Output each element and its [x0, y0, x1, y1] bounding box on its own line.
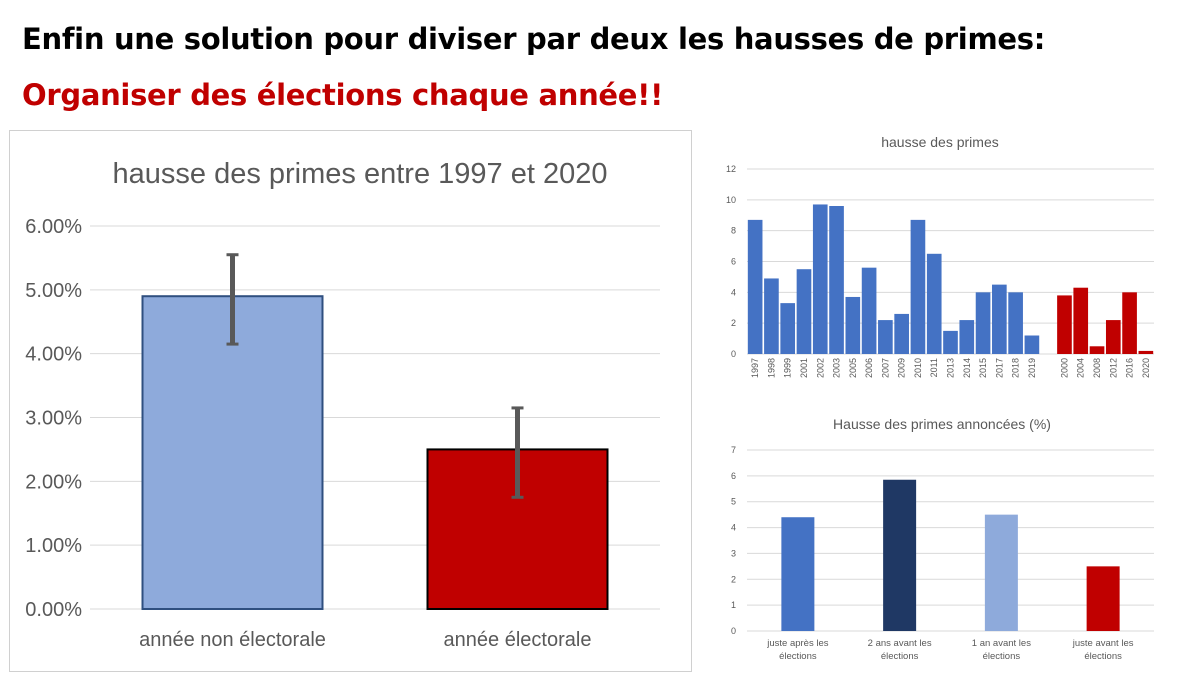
bar	[781, 517, 815, 631]
x-tick-label: 2012	[1108, 358, 1118, 378]
y-tick-label: 12	[726, 164, 736, 174]
y-tick-label: 3.00%	[25, 408, 82, 430]
bar	[780, 303, 796, 354]
yearly-chart-svg: hausse des primes 0 2 4 6 8 10 12 1997 1998 1999 20…	[726, 134, 1154, 378]
y-tick-label: 8	[731, 226, 736, 236]
bar	[1086, 566, 1120, 631]
x-tick-label: 2015	[978, 358, 988, 378]
x-tick-label: 2014	[962, 358, 972, 378]
x-tick-label: 2017	[994, 358, 1004, 378]
x-tick-label: juste avant les	[1072, 638, 1134, 649]
y-tick-label: 1	[731, 600, 736, 610]
bar	[861, 267, 877, 354]
x-tick-label: 2011	[929, 358, 939, 377]
x-tick-label: 1 an avant les	[972, 638, 1031, 649]
announced-chart-svg: Hausse des primes annoncées (%) 0 1 2 3 4 5 6 7 j…	[731, 416, 1154, 662]
bar	[910, 219, 926, 354]
bar	[992, 284, 1007, 354]
bar	[829, 206, 844, 354]
bar	[883, 479, 917, 631]
x-tick-label: 2016	[1125, 358, 1135, 378]
x-tick-label: 2 ans avant les	[868, 638, 932, 649]
y-tick-label: 4.00%	[25, 344, 82, 366]
bar	[796, 269, 812, 354]
y-tick-label: 0.00%	[25, 599, 82, 621]
bar	[1008, 292, 1023, 354]
x-tick-label: 2007	[880, 358, 890, 378]
y-tick-label: 5.00%	[25, 280, 82, 302]
main-chart-svg: hausse des primes entre 1997 et 2020 0.00…	[25, 158, 660, 651]
chart-title: hausse des primes entre 1997 et 2020	[113, 158, 608, 190]
x-tick-label: 1997	[750, 358, 760, 378]
chart-title: Hausse des primes annoncées (%)	[833, 416, 1051, 432]
bar	[764, 278, 779, 354]
y-tick-label: 3	[731, 548, 736, 558]
yearly-chart: hausse des primes 0 2 4 6 8 10 12 1997 1998 1999 20…	[726, 128, 1162, 390]
bar	[1073, 287, 1089, 354]
y-tick-label: 1.00%	[25, 535, 82, 557]
main-chart: hausse des primes entre 1997 et 2020 0.00…	[9, 130, 692, 672]
x-tick-label: 2001	[799, 358, 809, 378]
bar	[845, 296, 861, 354]
x-tick-label: 2018	[1011, 358, 1021, 378]
y-tick-label: 0	[731, 349, 736, 359]
bar	[1122, 292, 1137, 354]
bar	[812, 204, 828, 354]
x-tick-label: 2000	[1059, 358, 1069, 378]
headline-line2: Organiser des élections chaque année!!	[22, 78, 664, 112]
bar	[984, 514, 1018, 631]
y-tick-label: 6.00%	[25, 216, 82, 238]
y-tick-label: 6	[731, 257, 736, 267]
bar	[141, 295, 324, 610]
bar	[959, 320, 975, 354]
bar	[894, 313, 909, 354]
bar	[1138, 350, 1154, 354]
x-tick-label: 2005	[848, 358, 858, 378]
bar	[1089, 346, 1105, 354]
x-tick-label: 2002	[815, 358, 825, 378]
x-tick-label: 2019	[1027, 358, 1037, 378]
y-tick-label: 4	[731, 523, 736, 533]
x-tick-label: 1998	[766, 358, 776, 378]
x-tick-label: année non électorale	[139, 629, 326, 651]
y-tick-label: 10	[726, 195, 736, 205]
bar	[943, 330, 958, 354]
y-tick-label: 0	[731, 626, 736, 636]
y-tick-label: 6	[731, 471, 736, 481]
bar	[747, 219, 763, 354]
y-tick-label: 2.00%	[25, 471, 82, 493]
x-tick-label: 2006	[864, 358, 874, 378]
x-tick-label: élections	[881, 651, 919, 662]
bar	[1057, 295, 1072, 354]
y-tick-label: 4	[731, 287, 736, 297]
x-tick-label: 1999	[783, 358, 793, 378]
announced-chart: Hausse des primes annoncées (%) 0 1 2 3 4 5 6 7 j…	[731, 410, 1162, 672]
x-tick-label: année électorale	[444, 629, 592, 651]
x-tick-label: 2003	[832, 358, 842, 378]
y-tick-label: 7	[731, 445, 736, 455]
y-tick-label: 5	[731, 497, 736, 507]
headline-line1: Enfin une solution pour diviser par deux…	[22, 22, 1045, 56]
y-tick-label: 2	[731, 318, 736, 328]
x-tick-label: élections	[779, 651, 817, 662]
x-tick-label: 2013	[946, 358, 956, 378]
x-tick-label: 2009	[897, 358, 907, 378]
bar	[975, 292, 991, 354]
bar	[1105, 320, 1121, 354]
bar	[878, 320, 893, 354]
x-tick-label: 2008	[1092, 358, 1102, 378]
x-tick-label: juste après les	[766, 638, 829, 649]
y-tick-label: 2	[731, 574, 736, 584]
x-tick-label: 2004	[1076, 358, 1086, 378]
bar	[1024, 335, 1040, 354]
x-tick-label: élections	[983, 651, 1021, 662]
x-tick-label: élections	[1084, 651, 1122, 662]
bar	[926, 253, 942, 354]
x-tick-label: 2010	[913, 358, 923, 378]
x-tick-label: 2020	[1141, 358, 1151, 378]
chart-title: hausse des primes	[881, 134, 999, 150]
